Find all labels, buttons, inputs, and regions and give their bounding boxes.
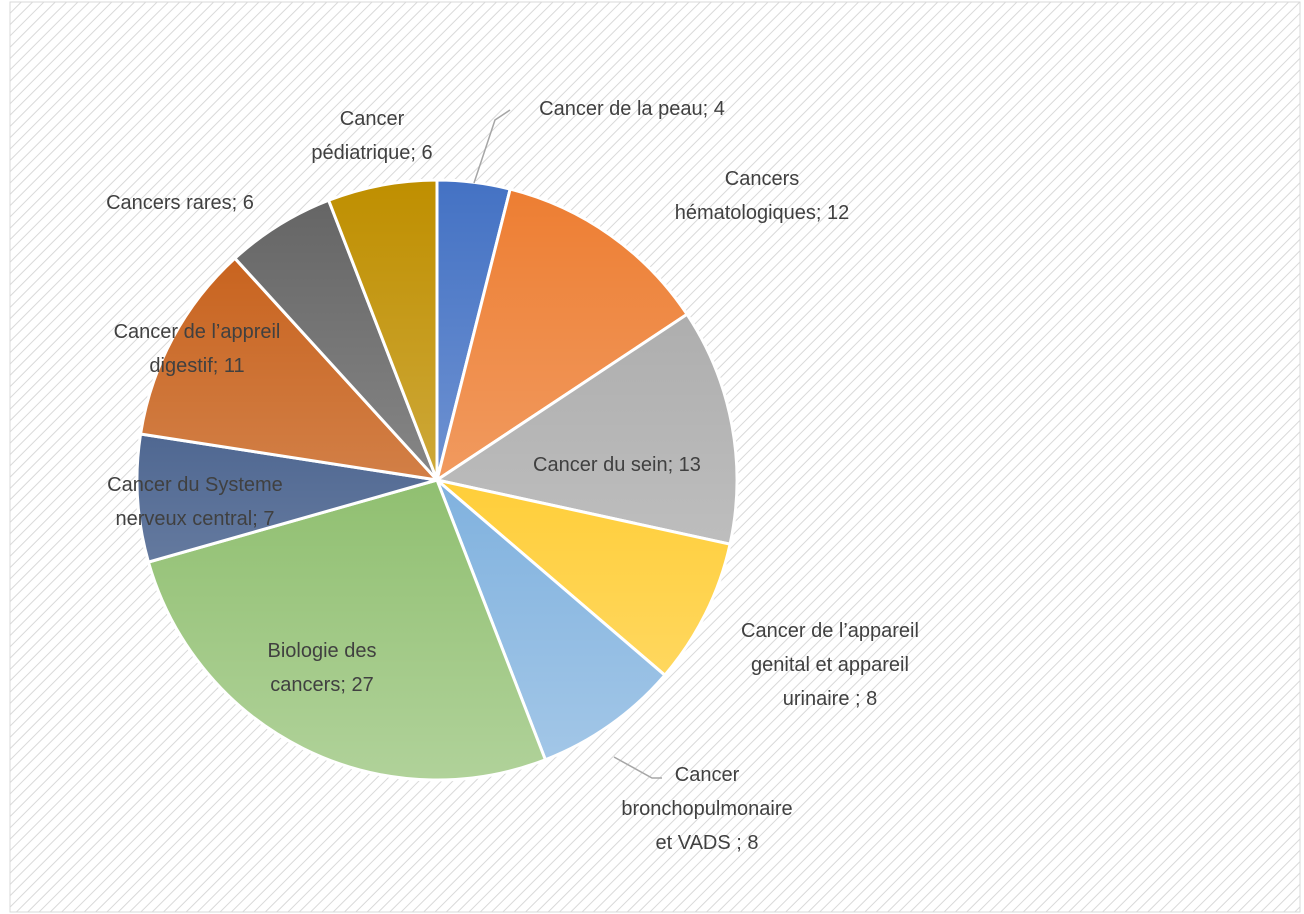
slice-shade xyxy=(148,480,546,780)
data-label-line: et VADS ; 8 xyxy=(655,832,758,854)
data-label: Cancers rares; 6 xyxy=(106,192,254,214)
data-label-line: Cancer de la peau; 4 xyxy=(539,98,725,120)
data-label-line: hématologiques; 12 xyxy=(675,202,850,224)
slice-shade xyxy=(234,200,437,480)
data-label-line: bronchopulmonaire xyxy=(621,798,792,820)
data-label-line: genital et appareil xyxy=(751,654,909,676)
data-label-line: Cancer xyxy=(675,764,740,786)
slice-shade xyxy=(437,480,665,760)
slice-shade xyxy=(437,314,737,545)
leader-line xyxy=(613,756,662,779)
data-label-line: nerveux central; 7 xyxy=(116,508,275,530)
data-label: Cancer de l’appareil genital et appareil u… xyxy=(741,620,919,710)
data-label: Biologie des cancers; 27 xyxy=(268,640,377,696)
slice-shade xyxy=(140,258,437,480)
data-label-line: pédiatrique; 6 xyxy=(311,142,432,164)
data-label-line: digestif; 11 xyxy=(149,355,244,377)
slice-shade xyxy=(437,480,731,676)
data-label-line: Cancers rares; 6 xyxy=(106,192,254,214)
slice-shade xyxy=(137,433,438,563)
data-label: Cancer bronchopulmonaire et VADS ; 8 xyxy=(621,764,792,854)
slice-shade xyxy=(328,180,437,480)
data-label: Cancer du sein; 13 xyxy=(533,454,701,476)
data-label-line: Cancer de l’appareil xyxy=(741,620,919,642)
data-label: Cancer de la peau; 4 xyxy=(539,98,725,120)
data-label: Cancer de l’appreil digestif; 11 xyxy=(114,321,281,377)
data-label-line: urinaire ; 8 xyxy=(783,688,878,710)
data-label-line: Cancer du Systeme xyxy=(107,474,283,496)
slice-shade xyxy=(437,189,688,480)
data-label-line: Cancer de l’appreil xyxy=(114,321,281,343)
data-label-line: Biologie des xyxy=(268,640,377,662)
data-label-line: Cancers xyxy=(725,168,799,190)
data-label-line: Cancer du sein; 13 xyxy=(533,454,701,476)
data-label: Cancer du Systeme nerveux central; 7 xyxy=(107,474,283,530)
leader-line xyxy=(473,109,511,184)
data-label-line: cancers; 27 xyxy=(270,674,373,696)
data-label: Cancer pédiatrique; 6 xyxy=(311,108,432,164)
pie: Cancer de la peau; 4 Cancers hématologique… xyxy=(106,98,919,854)
data-label-line: Cancer xyxy=(340,108,405,130)
data-label: Cancers hématologiques; 12 xyxy=(675,168,850,224)
